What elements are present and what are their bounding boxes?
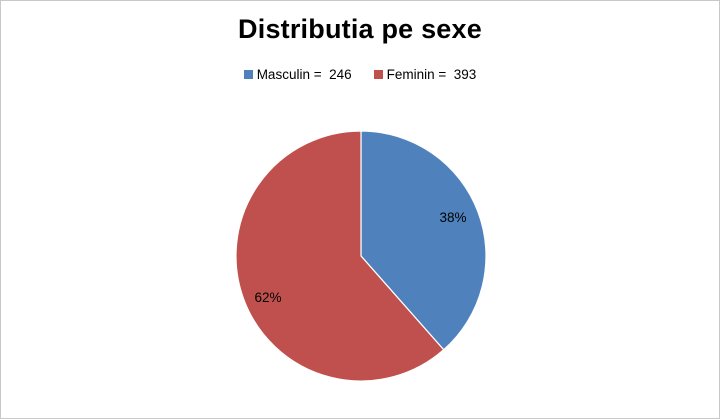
chart-title: Distributia pe sexe <box>238 14 482 44</box>
legend-item-masculin: Masculin = 246 <box>243 67 352 82</box>
pie-slices <box>235 130 487 382</box>
legend-item-feminin: Feminin = 393 <box>373 67 477 82</box>
pie-slice-feminin <box>235 130 445 382</box>
legend-label-masculin: Masculin = 246 <box>256 67 352 82</box>
legend-swatch-feminin <box>373 70 383 79</box>
legend-swatch-masculin <box>243 70 253 79</box>
chart-legend: Masculin = 246 Feminin = 393 <box>0 67 720 82</box>
legend-label-feminin: Feminin = 393 <box>386 67 477 82</box>
pie-data-labels: 38% 62% <box>254 210 466 305</box>
data-label-masculin: 38% <box>439 210 466 225</box>
data-label-feminin: 62% <box>254 290 281 305</box>
pie-slice-masculin <box>360 130 487 351</box>
